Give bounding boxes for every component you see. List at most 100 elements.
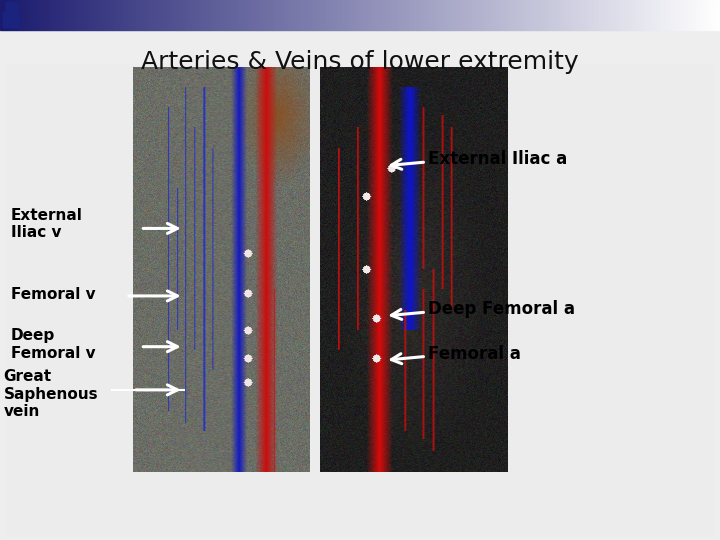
Bar	[484, 0, 486, 30]
Bar	[35, 0, 36, 30]
Bar	[380, 0, 382, 30]
Bar	[56, 0, 58, 30]
Bar	[36, 0, 37, 30]
Bar	[347, 0, 349, 30]
Bar	[560, 0, 562, 30]
Bar	[270, 0, 272, 30]
Bar	[86, 0, 88, 30]
Bar	[308, 0, 310, 30]
Bar	[196, 0, 198, 30]
Bar	[194, 0, 196, 30]
Bar	[25, 0, 27, 30]
Bar	[378, 0, 380, 30]
Bar	[670, 0, 671, 30]
Bar	[353, 0, 355, 30]
Bar	[603, 0, 605, 30]
Bar	[148, 0, 150, 30]
Bar	[40, 0, 42, 30]
Bar	[66, 0, 68, 30]
Bar	[367, 0, 369, 30]
Bar	[215, 0, 216, 30]
Bar	[68, 0, 71, 30]
Bar	[621, 0, 623, 30]
Bar	[486, 0, 488, 30]
Bar	[395, 0, 396, 30]
Bar	[128, 0, 130, 30]
Text: External
Iliac v: External Iliac v	[11, 208, 83, 240]
Bar	[43, 0, 45, 30]
Bar	[626, 0, 628, 30]
Bar	[310, 0, 312, 30]
Bar	[140, 0, 143, 30]
Bar	[432, 0, 434, 30]
Bar	[577, 0, 580, 30]
Bar	[210, 0, 212, 30]
Bar	[582, 0, 583, 30]
Bar	[32, 0, 35, 30]
Bar	[695, 0, 697, 30]
Bar	[101, 0, 103, 30]
Bar	[648, 0, 649, 30]
Bar	[125, 0, 126, 30]
Bar	[497, 0, 498, 30]
Bar	[304, 0, 306, 30]
Bar	[76, 0, 78, 30]
Bar	[186, 0, 187, 30]
Bar	[392, 0, 395, 30]
Bar	[295, 0, 297, 30]
Bar	[531, 0, 533, 30]
Bar	[45, 0, 47, 30]
Bar	[518, 0, 521, 30]
Bar	[239, 0, 241, 30]
Bar	[13, 0, 14, 30]
Bar	[335, 0, 337, 30]
Bar	[108, 0, 109, 30]
Bar	[126, 0, 128, 30]
Bar	[490, 0, 491, 30]
Bar	[72, 0, 73, 30]
Bar	[133, 0, 135, 30]
Bar	[441, 0, 443, 30]
Bar	[643, 0, 644, 30]
Bar	[632, 0, 634, 30]
Bar	[132, 0, 133, 30]
Bar	[493, 0, 495, 30]
Bar	[491, 0, 493, 30]
Text: Femoral v: Femoral v	[11, 287, 96, 302]
Bar	[277, 0, 279, 30]
Bar	[540, 0, 542, 30]
Bar	[65, 0, 66, 30]
Bar	[283, 0, 284, 30]
Bar	[569, 0, 571, 30]
Bar	[639, 0, 641, 30]
Bar	[515, 0, 517, 30]
Bar	[288, 0, 289, 30]
Bar	[589, 0, 590, 30]
Bar	[412, 0, 414, 30]
Bar	[619, 0, 621, 30]
Bar	[252, 0, 253, 30]
Bar	[683, 0, 684, 30]
Bar	[328, 0, 330, 30]
Bar	[207, 0, 209, 30]
Bar	[389, 0, 390, 30]
Bar	[180, 0, 181, 30]
Bar	[456, 0, 457, 30]
Bar	[405, 0, 407, 30]
Bar	[716, 0, 719, 30]
Bar	[29, 0, 30, 30]
Bar	[251, 0, 252, 30]
Bar	[503, 0, 504, 30]
Bar	[462, 0, 464, 30]
Bar	[685, 0, 688, 30]
Text: Deep
Femoral v: Deep Femoral v	[11, 328, 96, 361]
Bar	[274, 0, 276, 30]
Bar	[396, 0, 397, 30]
Bar	[362, 0, 364, 30]
Bar	[79, 0, 81, 30]
Bar	[468, 0, 469, 30]
Bar	[697, 0, 698, 30]
Bar	[319, 0, 320, 30]
Bar	[265, 0, 266, 30]
Bar	[366, 0, 367, 30]
